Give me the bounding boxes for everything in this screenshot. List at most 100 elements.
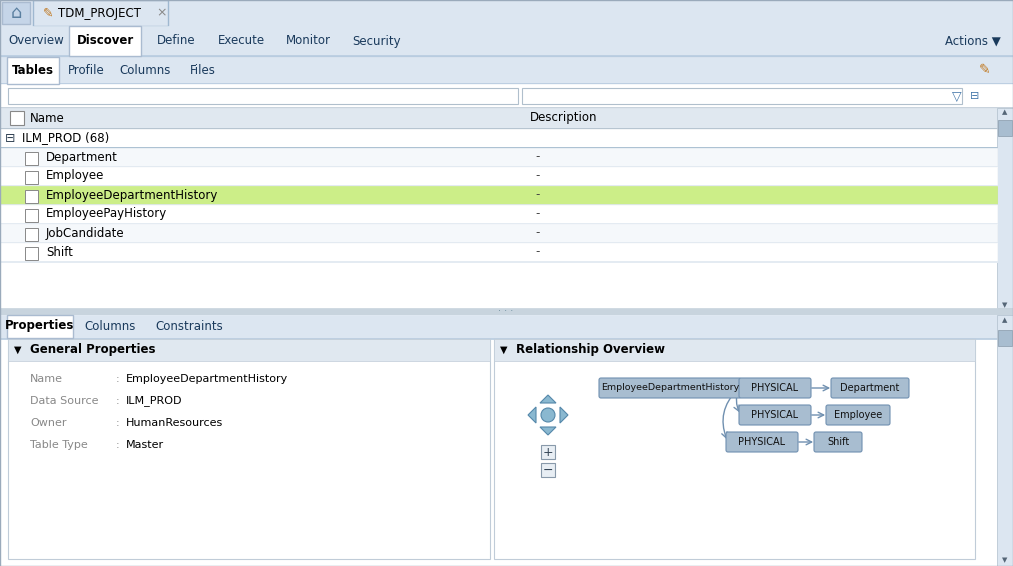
Text: Define: Define bbox=[157, 35, 196, 48]
Text: ▼: ▼ bbox=[1002, 557, 1008, 563]
Bar bbox=[0, 315, 1013, 566]
Bar bbox=[25, 209, 38, 222]
Bar bbox=[997, 108, 1013, 308]
Bar bbox=[0, 205, 997, 224]
Text: -: - bbox=[535, 246, 539, 259]
Bar bbox=[997, 315, 1013, 566]
Bar bbox=[997, 108, 1013, 128]
Bar bbox=[0, 315, 1013, 338]
Text: PHYSICAL: PHYSICAL bbox=[752, 383, 798, 393]
Bar bbox=[25, 190, 38, 203]
Text: EmployeeDepartmentHistory: EmployeeDepartmentHistory bbox=[601, 384, 739, 392]
Bar bbox=[25, 152, 38, 165]
Text: ⌂: ⌂ bbox=[10, 4, 21, 22]
Bar bbox=[7, 57, 59, 84]
Text: Data Source: Data Source bbox=[30, 396, 98, 406]
Text: Columns: Columns bbox=[84, 319, 136, 332]
Text: ILM_PROD: ILM_PROD bbox=[126, 396, 182, 406]
Bar bbox=[0, 107, 1013, 108]
Text: Owner: Owner bbox=[30, 418, 67, 428]
Text: ▲: ▲ bbox=[1002, 317, 1008, 323]
Text: -: - bbox=[535, 169, 539, 182]
Text: -: - bbox=[535, 226, 539, 239]
Bar bbox=[69, 26, 141, 56]
Bar bbox=[0, 167, 997, 186]
Text: EmployeePayHistory: EmployeePayHistory bbox=[46, 208, 167, 221]
Bar bbox=[0, 26, 1013, 56]
Text: :: : bbox=[116, 396, 120, 406]
Text: +: + bbox=[543, 445, 553, 458]
Text: Overview: Overview bbox=[8, 35, 64, 48]
Text: ×: × bbox=[157, 6, 167, 19]
Text: Table Type: Table Type bbox=[30, 440, 88, 450]
Text: Employee: Employee bbox=[834, 410, 882, 420]
Text: Columns: Columns bbox=[120, 63, 170, 76]
Bar bbox=[0, 57, 1013, 84]
Bar bbox=[0, 84, 1013, 107]
Text: Profile: Profile bbox=[68, 63, 104, 76]
Bar bbox=[8, 339, 490, 559]
FancyBboxPatch shape bbox=[814, 432, 862, 452]
Bar bbox=[494, 339, 975, 361]
Text: Properties: Properties bbox=[5, 319, 75, 332]
Text: :: : bbox=[116, 374, 120, 384]
Text: ✎: ✎ bbox=[980, 63, 991, 77]
Polygon shape bbox=[528, 407, 536, 423]
Bar bbox=[0, 224, 997, 243]
Bar bbox=[0, 148, 997, 167]
Bar bbox=[0, 308, 1013, 315]
Text: Name: Name bbox=[30, 374, 63, 384]
Text: Relationship Overview: Relationship Overview bbox=[516, 344, 665, 357]
Text: -: - bbox=[535, 208, 539, 221]
Text: General Properties: General Properties bbox=[30, 344, 156, 357]
Bar bbox=[25, 247, 38, 260]
Polygon shape bbox=[540, 395, 556, 403]
Text: Security: Security bbox=[353, 35, 401, 48]
Text: Files: Files bbox=[190, 63, 216, 76]
Text: -: - bbox=[535, 188, 539, 201]
Text: Master: Master bbox=[126, 440, 164, 450]
Bar bbox=[998, 330, 1012, 346]
Bar bbox=[25, 171, 38, 184]
Bar bbox=[0, 204, 997, 205]
Text: TDM_PROJECT: TDM_PROJECT bbox=[58, 6, 141, 19]
Text: :: : bbox=[116, 418, 120, 428]
Text: ▽: ▽ bbox=[952, 89, 961, 102]
Text: Department: Department bbox=[46, 151, 118, 164]
Text: ▲: ▲ bbox=[1002, 109, 1008, 115]
Bar bbox=[25, 228, 38, 241]
Text: EmployeeDepartmentHistory: EmployeeDepartmentHistory bbox=[46, 188, 219, 201]
Polygon shape bbox=[560, 407, 568, 423]
Text: ▼: ▼ bbox=[500, 345, 508, 355]
Text: Department: Department bbox=[841, 383, 900, 393]
Text: −: − bbox=[543, 464, 553, 477]
Text: ✎: ✎ bbox=[43, 6, 54, 19]
Bar bbox=[0, 83, 1013, 84]
Bar bbox=[522, 88, 962, 104]
Bar bbox=[0, 261, 997, 262]
Bar bbox=[0, 0, 1013, 26]
Text: Actions ▼: Actions ▼ bbox=[945, 35, 1001, 48]
Text: ILM_PROD (68): ILM_PROD (68) bbox=[22, 131, 109, 144]
FancyBboxPatch shape bbox=[831, 378, 909, 398]
Bar bbox=[0, 147, 997, 148]
FancyBboxPatch shape bbox=[739, 405, 811, 425]
Text: Shift: Shift bbox=[827, 437, 849, 447]
Text: · · ·: · · · bbox=[498, 306, 514, 316]
Text: HumanResources: HumanResources bbox=[126, 418, 223, 428]
Text: Shift: Shift bbox=[46, 246, 73, 259]
Text: :: : bbox=[116, 440, 120, 450]
Text: Name: Name bbox=[30, 112, 65, 125]
FancyBboxPatch shape bbox=[599, 378, 741, 398]
Bar bbox=[7, 315, 73, 338]
Text: Monitor: Monitor bbox=[286, 35, 330, 48]
Bar bbox=[0, 338, 1013, 339]
Text: EmployeeDepartmentHistory: EmployeeDepartmentHistory bbox=[126, 374, 289, 384]
Bar bbox=[0, 108, 997, 128]
FancyBboxPatch shape bbox=[826, 405, 890, 425]
Bar bbox=[10, 111, 24, 125]
FancyBboxPatch shape bbox=[739, 378, 811, 398]
Text: JobCandidate: JobCandidate bbox=[46, 226, 125, 239]
Text: ⊟: ⊟ bbox=[970, 91, 980, 101]
Bar bbox=[0, 55, 1013, 57]
